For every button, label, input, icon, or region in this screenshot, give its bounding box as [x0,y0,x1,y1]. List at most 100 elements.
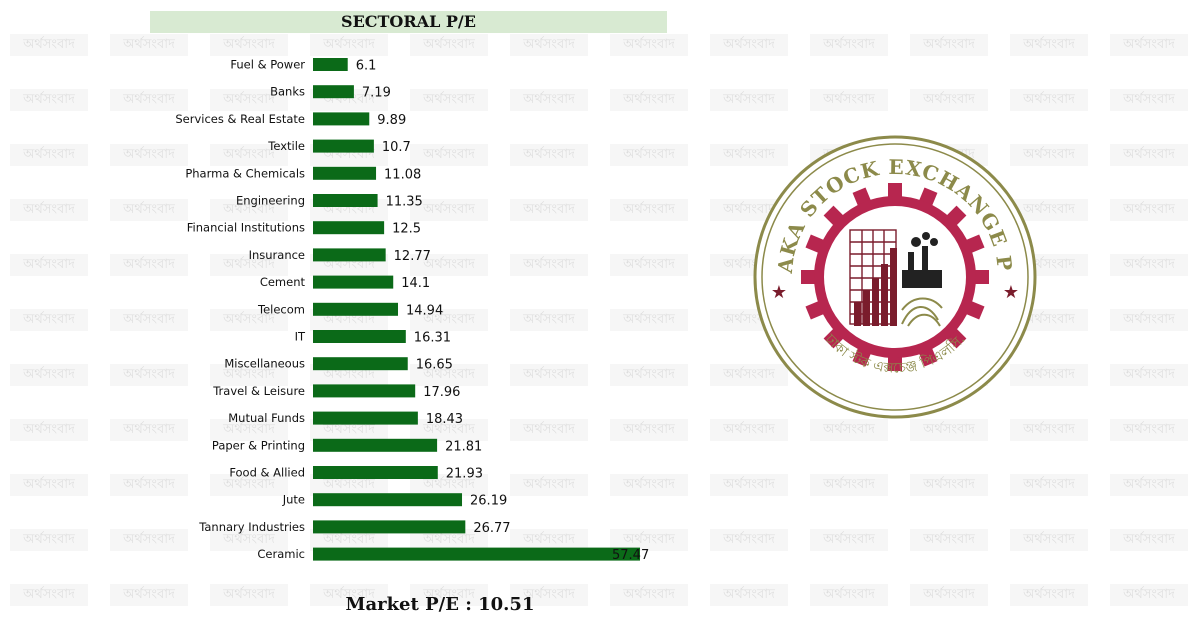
category-label: Fuel & Power [230,58,305,72]
logo-factory [902,232,942,288]
watermark-tile: অর্থসংবাদ [810,529,888,551]
watermark-tile: অর্থসংবাদ [710,474,788,496]
chart-title: SECTORAL P/E [150,11,667,33]
value-label: 7.19 [362,86,391,101]
value-label: 12.5 [392,222,421,237]
watermark-tile: অর্থসংবাদ [910,419,988,441]
value-label: 10.7 [382,140,411,155]
watermark-tile: অর্থসংবাদ [1110,529,1188,551]
watermark-tile: অর্থসংবাদ [710,529,788,551]
bar [313,194,378,207]
category-label: Jute [282,493,305,507]
watermark-tile: অর্থসংবাদ [1010,419,1088,441]
bar [313,112,370,126]
watermark-tile: অর্থসংবাদ [710,34,788,56]
market-pe-separator: : [458,594,479,615]
category-label: Textile [267,139,305,153]
category-label: Tannary Industries [198,520,305,534]
watermark-tile: অর্থসংবাদ [1110,309,1188,331]
value-label: 11.08 [384,167,421,182]
category-label: IT [295,330,306,344]
market-pe-summary: Market P/E : 10.51 [0,594,880,615]
watermark-tile: অর্থসংবাদ [1110,419,1188,441]
logo-star-right: ★ [1003,282,1019,303]
value-label: 6.1 [356,59,377,74]
logo-grid-building [849,229,897,325]
watermark-tile: অর্থসংবাদ [910,529,988,551]
watermark-tile: অর্থসংবাদ [810,419,888,441]
bar [313,275,394,289]
value-label: 57.47 [612,548,649,563]
value-label: 16.65 [416,358,453,373]
value-label: 14.94 [406,303,443,318]
bar [313,58,348,71]
bar [313,85,354,99]
bar [313,166,377,180]
bar [313,466,438,479]
bar [313,411,418,425]
category-label: Insurance [249,248,305,262]
category-label: Travel & Leisure [212,384,305,398]
category-label: Services & Real Estate [175,112,305,126]
value-label: 9.89 [377,113,406,128]
value-label: 21.81 [445,439,482,454]
bar [313,221,385,235]
value-label: 26.77 [473,521,510,536]
category-label: Paper & Printing [212,438,305,452]
watermark-tile: অর্থসংবাদ [1110,364,1188,386]
value-label: 26.19 [470,494,507,509]
bar [313,547,640,561]
watermark-tile: অর্থসংবাদ [1010,474,1088,496]
category-label: Financial Institutions [187,221,305,235]
watermark-tile: অর্থসংবাদ [1110,254,1188,276]
logo-rising-bars [854,248,897,326]
category-label: Banks [270,85,305,99]
bar [313,493,463,507]
sectoral-pe-bar-chart: Fuel & Power 6.1 Banks 7.19 Services & Real … [175,58,649,564]
bar [313,520,466,534]
watermark-tile: অর্থসংবাদ [1010,529,1088,551]
watermark-tile: অর্থসংবাদ [810,474,888,496]
category-label: Miscellaneous [224,357,305,371]
category-label: Food & Allied [229,466,305,480]
watermark-tile: অর্থসংবাদ [1010,34,1088,56]
watermark-tile: অর্থসংবাদ [910,89,988,111]
value-label: 11.35 [386,195,423,210]
watermark-tile: অর্থসংবাদ [1110,474,1188,496]
category-label: Cement [260,275,306,289]
watermark-tile: অর্থসংবাদ [1010,89,1088,111]
value-label: 17.96 [423,385,460,400]
watermark-tile: অর্থসংবাদ [710,419,788,441]
value-label: 21.93 [446,467,483,482]
watermark-tile: অর্থসংবাদ [1110,34,1188,56]
bar [313,139,374,153]
category-label: Pharma & Chemicals [185,166,305,180]
watermark-tile: অর্থসংবাদ [1110,199,1188,221]
watermark-tile: অর্থসংবাদ [1010,584,1088,606]
logo-star-left: ★ [771,282,787,303]
dse-logo: DHAKA STOCK EXCHANGE PLC. ঢাকা স্টক এক্স… [752,134,1037,419]
watermark-tile: অর্থসংবাদ [910,474,988,496]
category-label: Engineering [236,194,305,208]
bar [313,357,408,371]
logo-inner-ring [761,143,1029,411]
watermark-tile: অর্থসংবাদ [910,34,988,56]
logo-leaves [901,297,943,327]
watermark-tile: অর্থসংবাদ [1110,144,1188,166]
bar [313,438,438,452]
category-label: Mutual Funds [228,411,305,425]
bar [313,302,399,316]
bar [313,330,406,343]
market-pe-value: 10.51 [478,594,535,615]
category-label: Ceramic [257,547,305,561]
watermark-tile: অর্থসংবাদ [810,34,888,56]
watermark-tile: অর্থসংবাদ [1110,89,1188,111]
value-label: 14.1 [401,276,430,291]
value-label: 12.77 [394,249,431,264]
category-label: Telecom [257,302,305,316]
value-label: 16.31 [414,331,451,346]
bar [313,384,416,398]
watermark-tile: অর্থসংবাদ [1110,584,1188,606]
value-label: 18.43 [426,412,463,427]
bar [313,248,386,262]
